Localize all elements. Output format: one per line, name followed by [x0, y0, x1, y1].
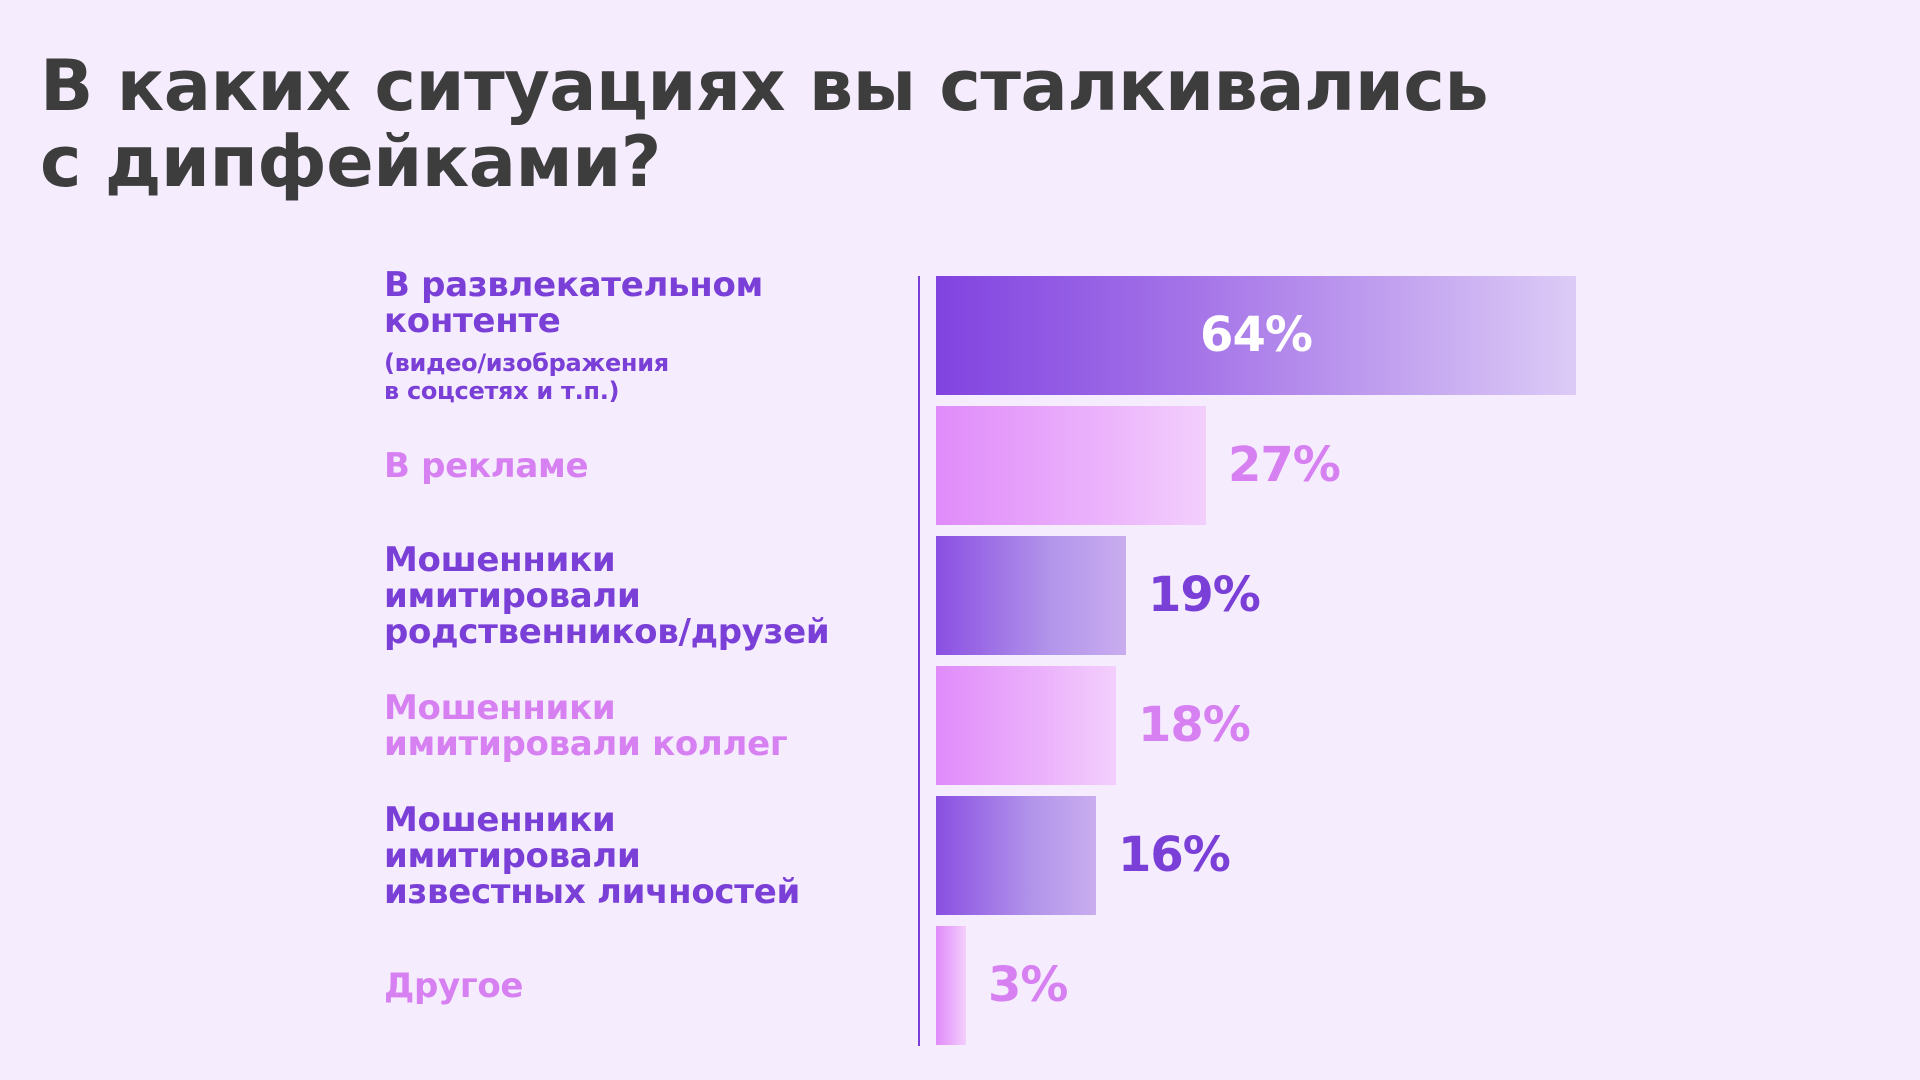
category-label-5: Мошенники имитировали известных личностей [384, 796, 904, 915]
category-label-6: Другое [384, 926, 904, 1045]
category-note-line: в соцсетях и т.п.) [384, 376, 620, 405]
category-note-line: (видео/изображения [384, 348, 669, 377]
bar-6 [936, 926, 966, 1045]
chart-title-line-2: с дипфейками? [40, 121, 661, 203]
bar-value-label-2: 27% [1228, 437, 1341, 493]
bar-3 [936, 536, 1126, 655]
category-label-line: Мошенники [384, 799, 616, 840]
bar-2 [936, 406, 1206, 525]
category-label-line: В развлекательном [384, 264, 763, 305]
bar-value-label-5: 16% [1118, 827, 1231, 883]
bar-value-label-4: 18% [1138, 697, 1251, 753]
category-label-text: Мошенники имитировали родственников/друзей [384, 542, 904, 650]
bar-value-label-1: 64% [1200, 307, 1313, 363]
category-label-4: Мошенники имитировали коллег [384, 666, 904, 785]
category-label-line: В рекламе [384, 445, 589, 486]
category-label-line: имитировали коллег [384, 723, 788, 764]
category-label-line: Мошенники [384, 539, 616, 580]
category-label-line: имитировали [384, 575, 641, 616]
category-label-line: известных личностей [384, 871, 800, 912]
category-label-line: родственников/друзей [384, 611, 830, 652]
category-label-text: В рекламе [384, 448, 904, 484]
category-label-3: Мошенники имитировали родственников/друзей [384, 536, 904, 655]
bar-value-label-3: 19% [1148, 567, 1261, 623]
category-label-2: В рекламе [384, 406, 904, 525]
category-label-text: Мошенники имитировали известных личностей [384, 802, 904, 910]
category-label-line: Мошенники [384, 687, 616, 728]
category-label-text: Другое [384, 968, 904, 1004]
chart-title: В каких ситуациях вы сталкивались с дипф… [40, 48, 1740, 200]
bar-4 [936, 666, 1116, 785]
chart-title-line-1: В каких ситуациях вы сталкивались [40, 45, 1489, 127]
category-label-1: В развлекательном контенте (видео/изображе… [384, 267, 904, 405]
bar-1 [936, 276, 1576, 395]
bar-value-label-6: 3% [988, 957, 1068, 1013]
category-label-line: контенте [384, 300, 561, 341]
category-label-note: (видео/изображения в соцсетях и т.п.) [384, 349, 904, 405]
category-labels: В развлекательном контенте (видео/изображе… [384, 0, 904, 1080]
category-label-line: имитировали [384, 835, 641, 876]
category-label-text: В развлекательном контенте [384, 267, 904, 339]
category-label-text: Мошенники имитировали коллег [384, 690, 904, 762]
axis-line [918, 276, 920, 1046]
bar-5 [936, 796, 1096, 915]
category-label-line: Другое [384, 965, 524, 1006]
